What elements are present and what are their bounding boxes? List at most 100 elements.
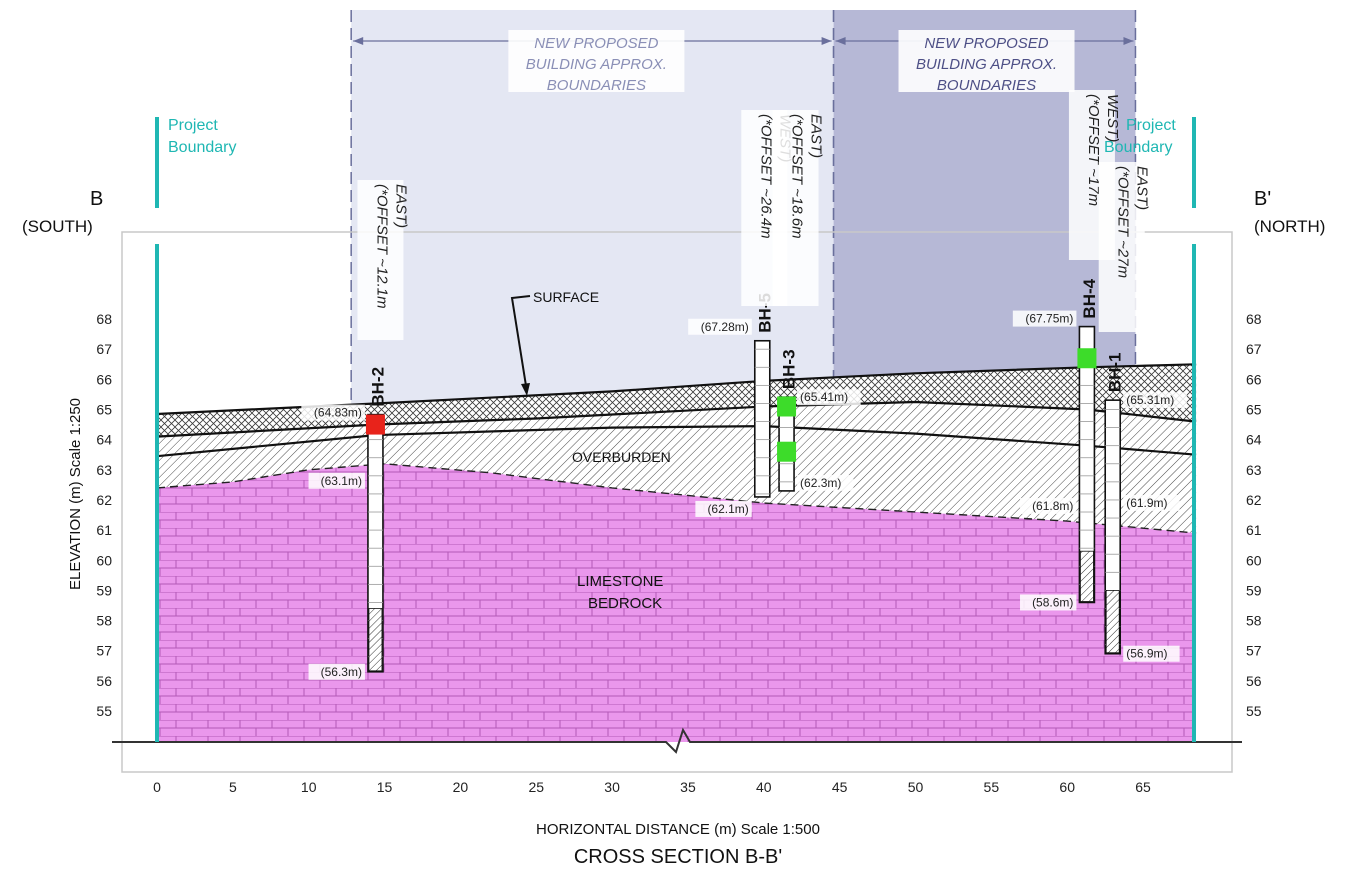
x-tick-10: 10 <box>301 779 317 795</box>
bh-2-hatched-section <box>368 608 383 672</box>
bh-4-label: BH-4 <box>1080 278 1099 318</box>
bh-4-bedrock-elev-label-bg <box>1020 497 1077 514</box>
fill-overburden <box>157 426 1197 534</box>
x-tick-55: 55 <box>984 779 1000 795</box>
y-tick-left-65: 65 <box>96 402 112 418</box>
limestone-label-2: BEDROCK <box>588 595 662 612</box>
bh-1-bedrock-elev-label: (61.9m) <box>1126 496 1167 510</box>
y-tick-left-61: 61 <box>96 522 112 538</box>
bh-1-label: BH-1 <box>1106 352 1125 392</box>
axes: 55 55 56 56 57 57 58 58 59 59 60 60 61 61 62 62 63 63 64 64… <box>96 311 1261 795</box>
y-tick-right-65: 65 <box>1246 402 1262 418</box>
x-tick-45: 45 <box>832 779 848 795</box>
bh-4-offset-line-1: (*OFFSET ~17m <box>1085 94 1102 206</box>
x-tick-65: 65 <box>1135 779 1151 795</box>
bh-5-column <box>753 339 771 498</box>
bh-4-top-elev-label-bg <box>1012 310 1077 327</box>
bh-1-offset-bg <box>1098 162 1145 332</box>
bh-2-offset-line-2: EAST) <box>392 184 409 228</box>
y-tick-right-56: 56 <box>1246 673 1262 689</box>
y-tick-left-67: 67 <box>96 341 112 357</box>
x-tick-0: 0 <box>153 779 161 795</box>
end-letter-right: B' <box>1254 188 1271 210</box>
bh-1-offset-line-1: (*OFFSET ~27m <box>1115 166 1132 278</box>
bh-4-bottom-elev-label: (58.6m) <box>1032 595 1073 609</box>
y-tick-left-64: 64 <box>96 432 112 448</box>
building-label-line-1-1: NEW PROPOSED <box>534 35 658 52</box>
x-tick-15: 15 <box>377 779 393 795</box>
y-tick-left-55: 55 <box>96 703 112 719</box>
end-letter-left: B <box>90 188 103 210</box>
end-dir-right: (NORTH) <box>1254 217 1325 236</box>
y-axis-label: ELEVATION (m) Scale 1:250 <box>67 398 84 590</box>
bh-1-hatched-section <box>1105 590 1120 654</box>
bh-3-top-elev-label-bg <box>797 389 861 406</box>
y-tick-left-62: 62 <box>96 492 112 508</box>
bh-3-bedrock-elev-label: (62.3m) <box>800 476 841 490</box>
bh-3-offset-line-1: (*OFFSET ~18.6m <box>789 114 806 239</box>
bh-1-bottom-elev-label-bg <box>1123 645 1180 662</box>
bh-2-offset-line-1: (*OFFSET ~12.1m <box>373 184 390 309</box>
building-label-bg-1 <box>508 30 685 92</box>
bh-1-top-elev-label-bg <box>1123 392 1187 409</box>
y-tick-right-61: 61 <box>1246 522 1262 538</box>
x-tick-5: 5 <box>229 779 237 795</box>
bh-4-bottom-elev-label-bg <box>1020 594 1077 611</box>
bh-3-offset-bg <box>772 110 819 306</box>
y-tick-left-56: 56 <box>96 673 112 689</box>
line-bedrock <box>156 463 1197 534</box>
y-tick-right-64: 64 <box>1246 432 1262 448</box>
bh-5-offset-line-1: (*OFFSET ~26.4m <box>757 114 774 239</box>
y-tick-left-59: 59 <box>96 582 112 598</box>
y-tick-right-66: 66 <box>1246 371 1262 387</box>
bh-5-bedrock-elev-label-bg <box>695 500 752 517</box>
bh-4-bedrock-elev-label: (61.8m) <box>1032 499 1073 513</box>
building-label-line-1-3: BOUNDARIES <box>547 77 646 94</box>
bh-1-offset-line-2: EAST) <box>1134 166 1151 210</box>
bh-2-bedrock-elev-label-bg <box>308 472 365 489</box>
bh-2-top-elev-label-bg <box>301 404 365 421</box>
bh-4-top-elev-label: (67.75m) <box>1025 312 1073 326</box>
bh-4-offset-line-2: WEST) <box>1104 94 1121 142</box>
boundary-label-left-2: Boundary <box>168 139 237 156</box>
bh-3-marker-1 <box>777 396 797 417</box>
bh-3-label: BH-3 <box>780 349 799 389</box>
bh-2-bedrock-elev-label: (63.1m) <box>321 474 362 488</box>
y-tick-right-60: 60 <box>1246 552 1262 568</box>
fill-layer-2 <box>157 402 1197 457</box>
x-tick-20: 20 <box>453 779 469 795</box>
fill-limestone-bedrock <box>157 463 1197 742</box>
y-tick-left-60: 60 <box>96 552 112 568</box>
y-tick-right-63: 63 <box>1246 462 1262 478</box>
end-dir-left: (SOUTH) <box>22 217 93 236</box>
x-tick-60: 60 <box>1059 779 1075 795</box>
bh-3-top-elev-label: (65.41m) <box>800 390 848 404</box>
building-arrow-right-1 <box>821 37 832 45</box>
plot-frame <box>121 231 1233 773</box>
bh-2-bottom-elev-label-bg <box>308 663 365 680</box>
bh-2-offset-bg <box>357 180 404 340</box>
building-label-line-2-1: NEW PROPOSED <box>924 35 1048 52</box>
y-tick-right-62: 62 <box>1246 492 1262 508</box>
boundary-label-right-1: Project <box>1126 117 1176 134</box>
y-tick-left-63: 63 <box>96 462 112 478</box>
limestone-label-1: LIMESTONE <box>577 573 663 590</box>
y-tick-right-68: 68 <box>1246 311 1262 327</box>
bh-3-offset-line-2: EAST) <box>808 114 825 158</box>
x-tick-40: 40 <box>756 779 772 795</box>
bh-2-top-elev-label: (64.83m) <box>314 406 362 420</box>
x-tick-50: 50 <box>908 779 924 795</box>
bh-1-top-elev-label: (65.31m) <box>1126 393 1174 407</box>
x-axis-label: HORIZONTAL DISTANCE (m) Scale 1:500 <box>536 821 820 838</box>
building-label-line-2-2: BUILDING APPROX. <box>916 56 1057 73</box>
x-tick-30: 30 <box>604 779 620 795</box>
project-boundaries <box>155 117 1196 742</box>
building-arrow-left-1 <box>353 37 364 45</box>
surface-label: SURFACE <box>533 289 599 305</box>
bh-5-top-elev-label: (67.28m) <box>701 320 749 334</box>
y-tick-left-68: 68 <box>96 311 112 327</box>
section-title: CROSS SECTION B-B' <box>574 846 782 868</box>
building-label-line-1-2: BUILDING APPROX. <box>526 56 667 73</box>
building-label-bg-2 <box>898 30 1075 92</box>
